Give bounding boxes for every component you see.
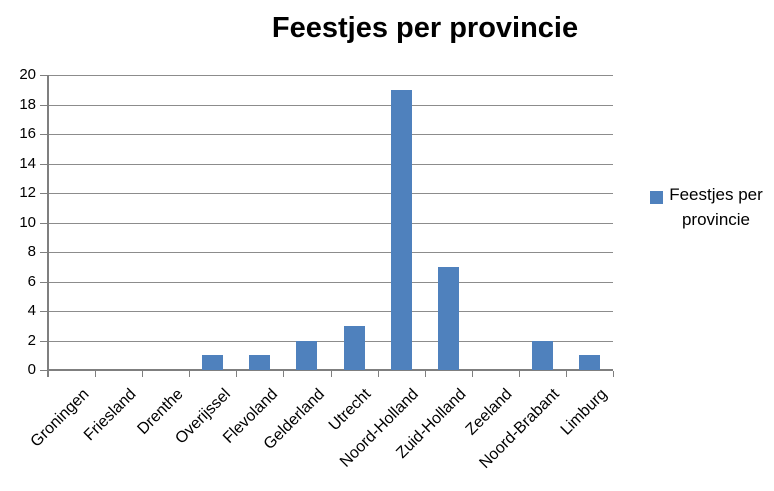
x-axis-tick xyxy=(518,371,520,377)
x-axis-tick xyxy=(565,371,567,377)
y-axis-label: 14 xyxy=(19,154,36,172)
x-axis-tick xyxy=(613,371,614,377)
bar-gelderland xyxy=(296,340,318,370)
x-axis-tick xyxy=(142,371,144,377)
bar-flevoland xyxy=(249,355,271,370)
gridline-y-18 xyxy=(48,104,613,106)
gridline-y-2 xyxy=(48,340,613,342)
gridline-y-4 xyxy=(48,311,613,312)
x-axis-tick xyxy=(471,371,473,377)
y-axis-label: 2 xyxy=(27,331,36,349)
x-axis-tick xyxy=(283,371,285,377)
x-axis-tick xyxy=(95,371,97,377)
y-axis-label: 0 xyxy=(27,361,36,378)
x-axis-label: Limburg xyxy=(557,385,611,439)
y-axis-tick xyxy=(40,252,48,253)
gridline-y-10 xyxy=(48,222,613,224)
chart-title: Feestjes per provincie xyxy=(271,12,579,44)
y-axis-label: 4 xyxy=(27,302,36,319)
y-axis-tick xyxy=(40,222,48,224)
bar-limburg xyxy=(578,355,600,370)
x-axis-tick xyxy=(330,371,332,377)
gridline-y-20 xyxy=(48,75,613,76)
y-axis-tick xyxy=(40,104,48,106)
y-axis-line xyxy=(47,75,49,377)
y-axis-label: 6 xyxy=(27,272,36,290)
y-axis-label: 18 xyxy=(19,95,36,113)
y-axis-tick xyxy=(40,370,48,371)
x-axis-tick xyxy=(189,371,191,377)
bar-overijssel xyxy=(202,355,224,370)
y-axis-label: 8 xyxy=(27,243,36,260)
x-axis-label: Groningen xyxy=(27,385,93,451)
gridline-y-12 xyxy=(48,193,613,194)
y-axis-tick xyxy=(40,163,48,165)
bar-noord-holland xyxy=(390,89,412,370)
x-axis-tick xyxy=(377,371,379,377)
y-axis-tick xyxy=(40,340,48,342)
bar-zuid-holland xyxy=(437,266,459,370)
bar-utrecht xyxy=(343,325,365,370)
y-axis-label: 20 xyxy=(19,66,36,83)
gridline-y-6 xyxy=(48,281,613,283)
legend-series-swatch xyxy=(650,191,663,204)
x-axis-line xyxy=(47,369,613,371)
gridline-y-14 xyxy=(48,163,613,165)
x-axis-tick xyxy=(424,371,426,377)
y-axis-tick xyxy=(40,134,48,135)
y-axis-tick xyxy=(40,311,48,312)
y-axis-label: 16 xyxy=(19,125,36,142)
gridline-y-16 xyxy=(48,134,613,135)
bar-noord-brabant xyxy=(531,340,553,370)
y-axis-label: 12 xyxy=(19,184,36,201)
y-axis-tick xyxy=(40,193,48,194)
legend-series-label: Feestjes per provincie xyxy=(669,185,763,229)
y-axis-tick xyxy=(40,281,48,283)
y-axis-tick xyxy=(40,75,48,76)
y-axis-label: 10 xyxy=(19,213,36,231)
x-axis-tick xyxy=(236,371,238,377)
gridline-y-8 xyxy=(48,252,613,253)
